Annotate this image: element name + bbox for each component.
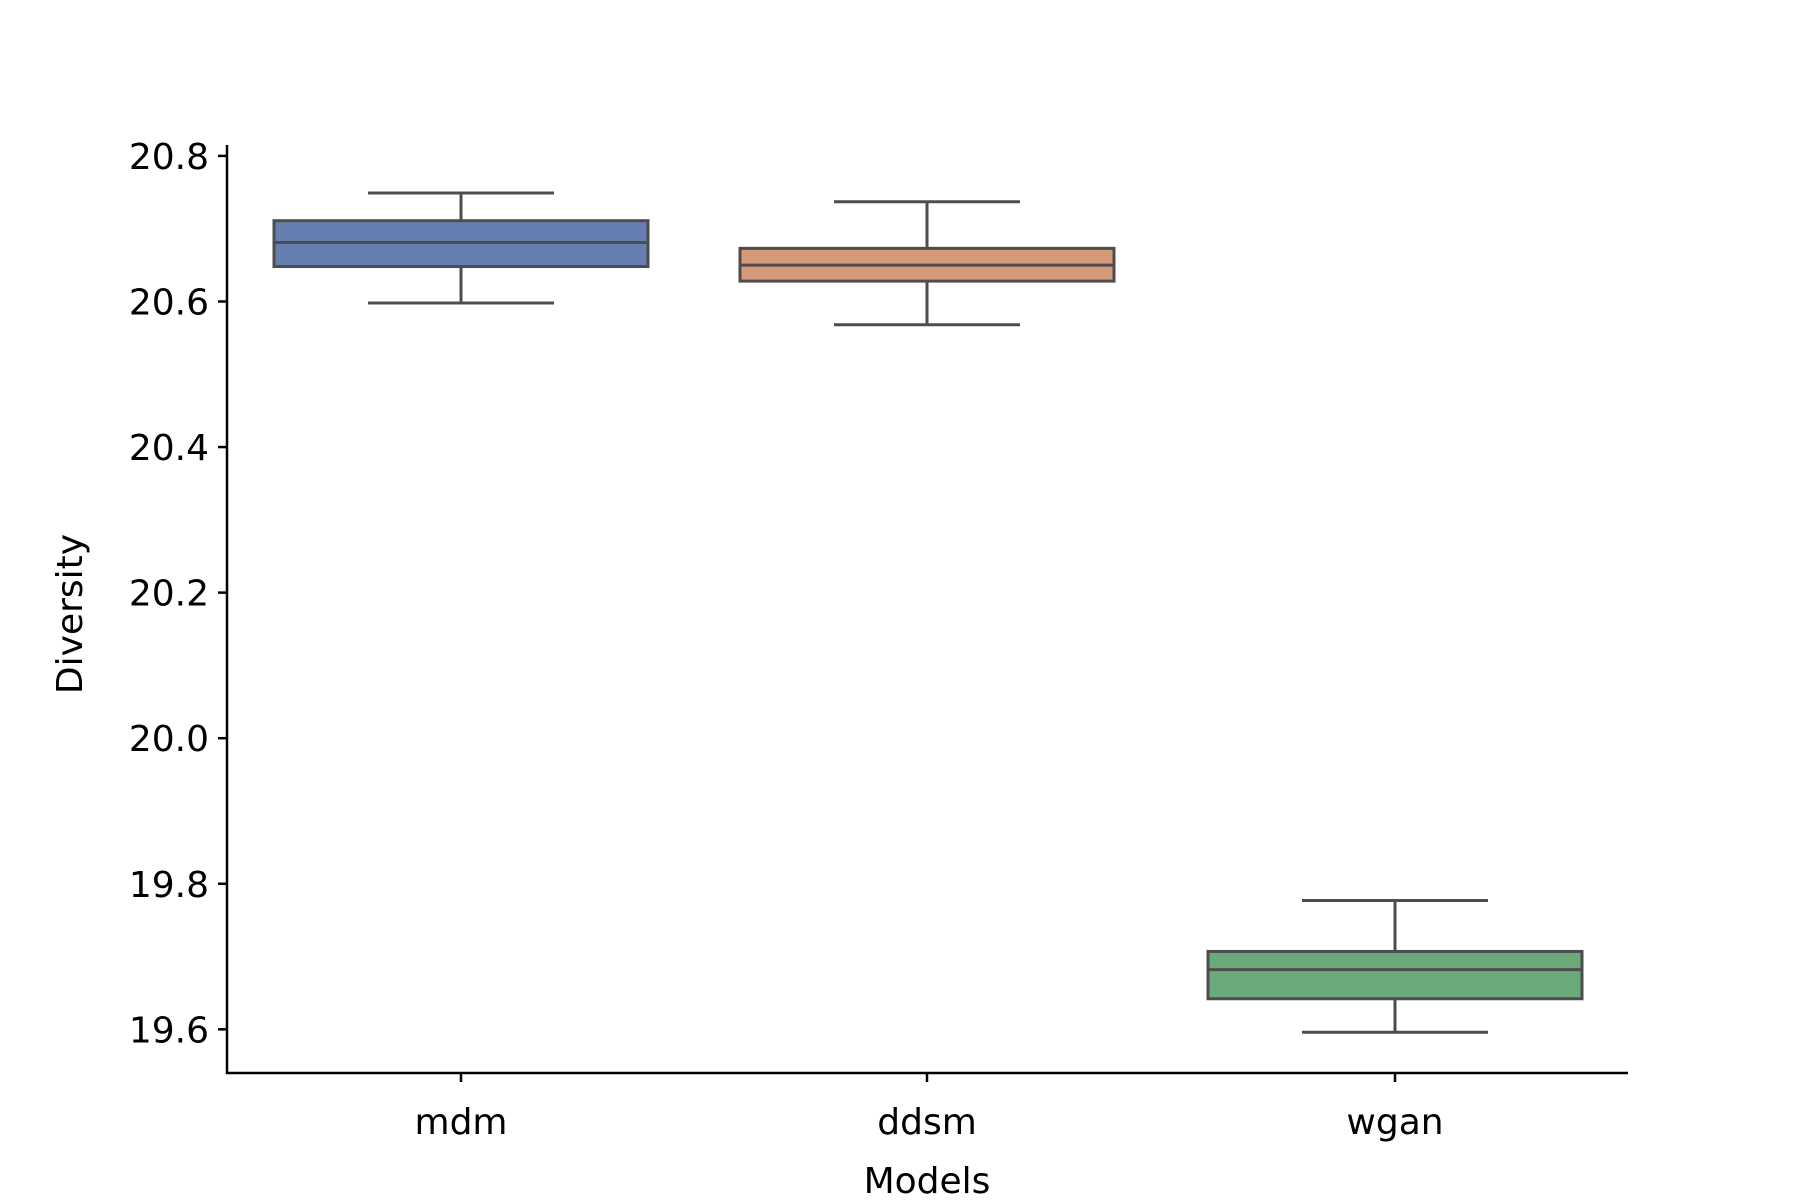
x-tick-label-mdm: mdm: [415, 1102, 508, 1143]
box-mdm: [272, 191, 650, 305]
y-tick-label: 20.2: [129, 574, 209, 615]
y-tick-label: 19.8: [129, 865, 209, 906]
y-tick-label: 20.6: [129, 282, 209, 323]
y-axis-label: Diversity: [50, 534, 91, 694]
y-tick-label: 20.0: [129, 719, 209, 760]
boxes-layer: [272, 191, 1584, 1034]
iqr-box-wgan: [1206, 949, 1584, 1001]
x-tick-label-wgan: wgan: [1346, 1102, 1443, 1143]
y-tick-label: 20.4: [129, 428, 209, 469]
y-tick-label: 20.8: [129, 137, 209, 178]
axes-layer: 19.6 19.8 20.0 20.2 20.4 20.6 20.8 mdm ddsm wgan: [129, 137, 1628, 1143]
x-tick-label-ddsm: ddsm: [877, 1102, 977, 1143]
box-ddsm: [738, 200, 1116, 327]
y-tick-label: 19.6: [129, 1010, 209, 1051]
box-wgan: [1206, 899, 1584, 1034]
x-axis-label: Models: [864, 1161, 991, 1200]
